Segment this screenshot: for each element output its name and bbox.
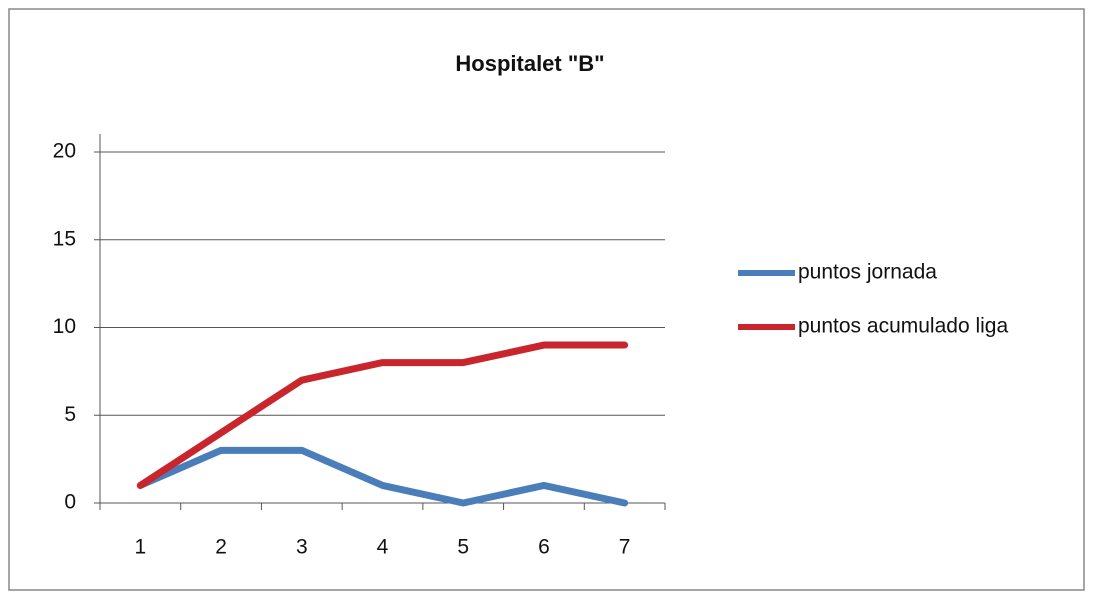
y-tick-label: 0	[64, 491, 76, 514]
y-tick-label: 20	[53, 140, 76, 163]
series-line	[136, 341, 629, 489]
y-tick-label: 10	[53, 315, 76, 338]
x-tick-label: 3	[296, 536, 308, 559]
legend-label: puntos jornada	[798, 261, 937, 284]
y-tick-label: 15	[53, 227, 76, 250]
x-tick-label: 7	[619, 536, 631, 559]
x-tick-label: 2	[215, 536, 227, 559]
x-tick-label: 5	[457, 536, 469, 559]
x-tick-label: 4	[377, 536, 389, 559]
legend-label: puntos acumulado liga	[798, 315, 1008, 338]
series-line	[136, 446, 629, 507]
chart-border	[8, 8, 1085, 591]
x-tick-label: 6	[538, 536, 550, 559]
x-tick-label: 1	[135, 536, 147, 559]
y-tick-label: 5	[64, 403, 76, 426]
chart-title: Hospitalet "B"	[455, 51, 604, 76]
